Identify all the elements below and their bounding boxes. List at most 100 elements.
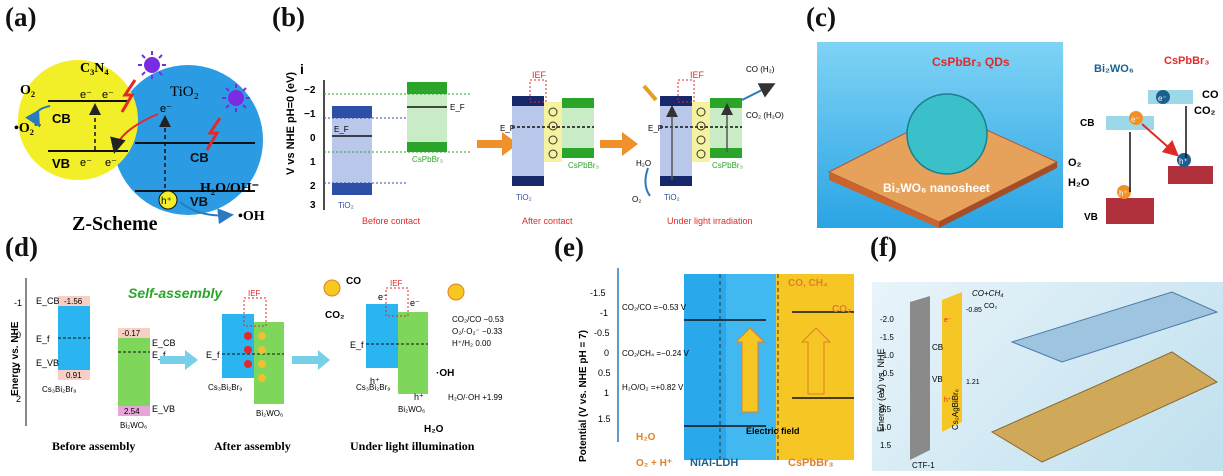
f-ytick: 1.5 (880, 441, 892, 450)
e-o2h: O₂ + H⁺ (636, 458, 672, 469)
d-ief2: IEF (390, 279, 403, 288)
f-cv1: -0.85 (966, 307, 982, 314)
e-ytick: 0.5 (598, 368, 611, 378)
panel-label-e: (e) (554, 232, 584, 262)
panel-d-assembly: Energy vs. NHE -1 0 1 2 -1.56 0.91 E_CB … (10, 276, 504, 453)
panel-e-band: Potential (V vs. NHE pH = 7) -1.5 -1 -0.… (578, 268, 854, 469)
c3n4-e3: e⁻ (80, 157, 92, 169)
d-ef2: E_f (152, 350, 166, 360)
stage-before-assembly: Before assembly (52, 439, 135, 453)
stage-after-assembly: After assembly (214, 439, 291, 453)
b-ytick: 3 (310, 200, 316, 211)
tio2-e: e⁻ (160, 103, 172, 115)
tio2-cb: CB (190, 150, 209, 165)
d-pot3: H⁺/H₂ 0.00 (452, 339, 491, 348)
d-v1: -1.56 (64, 297, 83, 306)
panel-b-index: i (300, 61, 304, 77)
d-bi2wo6-3: Bi₂WO₆ (398, 405, 425, 414)
b3-cspbbr3: CsPbBr₃ (712, 161, 743, 170)
panel-label-a: (a) (5, 2, 37, 32)
panel-c-scheme: Bi₂WO₆ CsPbBr₃ CB VB e⁻ e⁻ h⁺ h⁺ O₂ H₂O … (1068, 55, 1219, 224)
c3n4-vb: VB (52, 156, 70, 171)
d-bi2wo6: Bi₂WO₆ (120, 421, 147, 430)
lightning-icon (120, 79, 137, 113)
c-cspbbr3: CsPbBr₃ (1164, 55, 1209, 67)
arrow-icon (292, 350, 330, 370)
arrow-icon (160, 350, 198, 370)
light-ray-icon (642, 84, 658, 102)
c-h2o: H₂O (1068, 177, 1090, 189)
d-pot2: O₂/·O₂⁻ −0.33 (452, 327, 503, 336)
e-co2: CO₂ (832, 304, 851, 315)
d-cs3bi2br9: Cs₃Bi₂Br₉ (42, 385, 76, 394)
cspbbr3-vb (1168, 166, 1213, 184)
d-evb: E_VB (36, 358, 59, 368)
e-ytick: 1 (604, 388, 609, 398)
tio2-hole: h⁺ (161, 196, 172, 207)
d-v4: 2.54 (124, 407, 140, 416)
arrow-icon (477, 132, 518, 156)
e-h2oo2: H₂O/O₂ =+0.82 V (622, 383, 684, 392)
d-cs3bi2br9-3: Cs₃Bi₂Br₉ (356, 383, 390, 392)
d-co: CO (346, 276, 361, 287)
co2-h2o-label: CO₂ (H₂O) (746, 111, 784, 120)
e-ytick: -1 (600, 308, 608, 318)
sun-icon (222, 84, 250, 112)
d-oh: ·OH (436, 368, 454, 379)
ctf-layer (1010, 291, 1219, 363)
b2-cspbbr3: CsPbBr₃ (568, 161, 599, 170)
o2-label: O₂ (20, 83, 35, 98)
tio2-sphere (113, 65, 263, 215)
cspbbr3-cb (1148, 90, 1193, 104)
d-cs3bi2br9-2: Cs₃Bi₂Br₉ (208, 383, 242, 392)
sun-icon (447, 283, 465, 301)
f-ylabel: Energy (eV) vs. NHE (876, 348, 886, 432)
e-ytick: 0 (604, 348, 609, 358)
stage-after-contact: After contact (522, 216, 573, 226)
d-ytick: 0 (16, 330, 21, 340)
qd-sphere (906, 93, 988, 175)
ctf-slab (910, 296, 930, 460)
d-pot1: CO₂/CO −0.53 (452, 315, 504, 324)
c-co: CO (1202, 89, 1219, 101)
tio2-ef: E_F (334, 125, 349, 134)
ief-label-2: IEF (690, 70, 705, 80)
sun-icon (138, 51, 166, 79)
ief-label: IEF (532, 70, 547, 80)
stage-before-contact: Before contact (362, 216, 421, 226)
d-e: e⁻ (378, 292, 388, 302)
f-ytick: 0.5 (880, 405, 892, 414)
panel-label-d: (d) (5, 232, 38, 262)
d-pot4: H₂O/·OH +1.99 (448, 393, 503, 402)
b3-ef: E_F (648, 124, 663, 133)
e-ytick: -0.5 (594, 328, 610, 338)
e-ytick: -1.5 (590, 288, 606, 298)
panel-f-render: Energy (eV) vs. NHE -2.0 -1.5 -1.0 -0.5 … (872, 282, 1223, 471)
f-co-ch4: CO+CH₄ (972, 289, 1003, 298)
nanosheet-label: Bi₂WO₆ nanosheet (883, 181, 990, 195)
b2-tio2: TiO₂ (516, 193, 532, 202)
c-co2: CO₂ (1194, 105, 1216, 117)
b-ytick: 0 (310, 133, 316, 144)
f-vb: VB (932, 375, 943, 384)
f-ytick: -1.5 (880, 333, 894, 342)
tio2-band (332, 106, 372, 194)
panel-a-z-scheme: C₃N₄ TiO₂ CB VB e⁻ e⁻ e⁻ e⁻ CB VB e⁻ h⁺ … (14, 51, 265, 232)
cs-slab (942, 292, 962, 432)
c3n4-e1: e⁻ (80, 89, 92, 101)
d-ytick: 2 (16, 394, 21, 404)
f-ytick: 1.0 (880, 423, 892, 432)
stage-light-irradiation: Under light irradiation (667, 216, 753, 226)
d-e2: e⁻ (410, 298, 420, 308)
e-h2o: H₂O (636, 432, 656, 443)
d-co2: CO₂ (325, 310, 344, 321)
d-ecb2: E_CB (152, 338, 176, 348)
h2o-oh-label: H₂O/OH⁻ (200, 181, 259, 196)
b-ytick: −1 (304, 109, 316, 120)
e-co2ch4: CO₂/CH₄ =−0.24 V (622, 349, 690, 358)
c-e1: e⁻ (1131, 115, 1140, 124)
b2-ef: E_F (500, 124, 515, 133)
f-cs: Cs₂AgBiBr₆ (951, 389, 960, 430)
b3-tio2: TiO₂ (664, 193, 680, 202)
c3n4-e2: e⁻ (102, 89, 114, 101)
